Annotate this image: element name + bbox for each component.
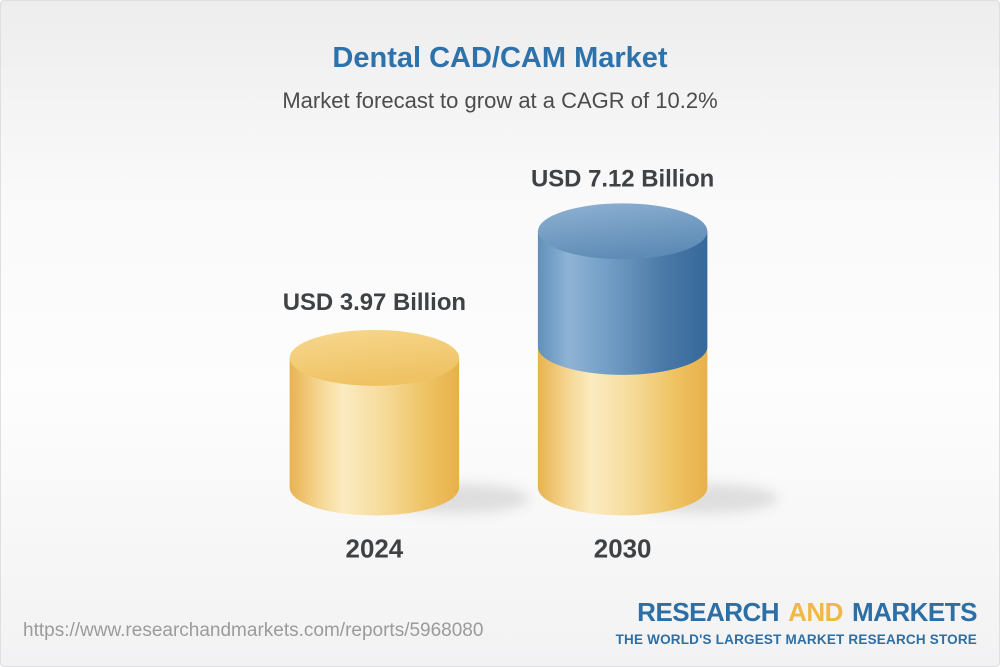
researchandmarkets-logo: RESEARCH AND MARKETS THE WORLD'S LARGEST…	[615, 599, 978, 648]
bar-2024-body	[289, 357, 460, 516]
logo-wordmark: RESEARCH AND MARKETS	[637, 599, 977, 626]
logo-word-and: AND	[788, 597, 843, 627]
source-url: https://www.researchandmarkets.com/repor…	[23, 620, 484, 641]
bar-2030-top	[537, 203, 708, 260]
value-label-2030: USD 7.12 Billion	[531, 165, 714, 192]
logo-word-markets: MARKETS	[851, 597, 978, 627]
logo-word-research: RESEARCH	[637, 597, 780, 627]
bar-2024	[289, 330, 530, 516]
value-label-2024: USD 3.97 Billion	[283, 289, 466, 316]
bar-2030-base-segment	[537, 346, 708, 516]
bar-2030	[537, 203, 779, 516]
bar-2024-top	[289, 330, 460, 386]
page-title: Dental CAD/CAM Market	[332, 42, 668, 74]
category-label-2030: 2030	[594, 535, 652, 563]
page-subtitle: Market forecast to grow at a CAGR of 10.…	[282, 88, 718, 113]
bar-2030-growth-segment	[537, 231, 708, 375]
category-label-2024: 2024	[346, 535, 404, 563]
logo-tagline: THE WORLD'S LARGEST MARKET RESEARCH STOR…	[615, 632, 977, 647]
